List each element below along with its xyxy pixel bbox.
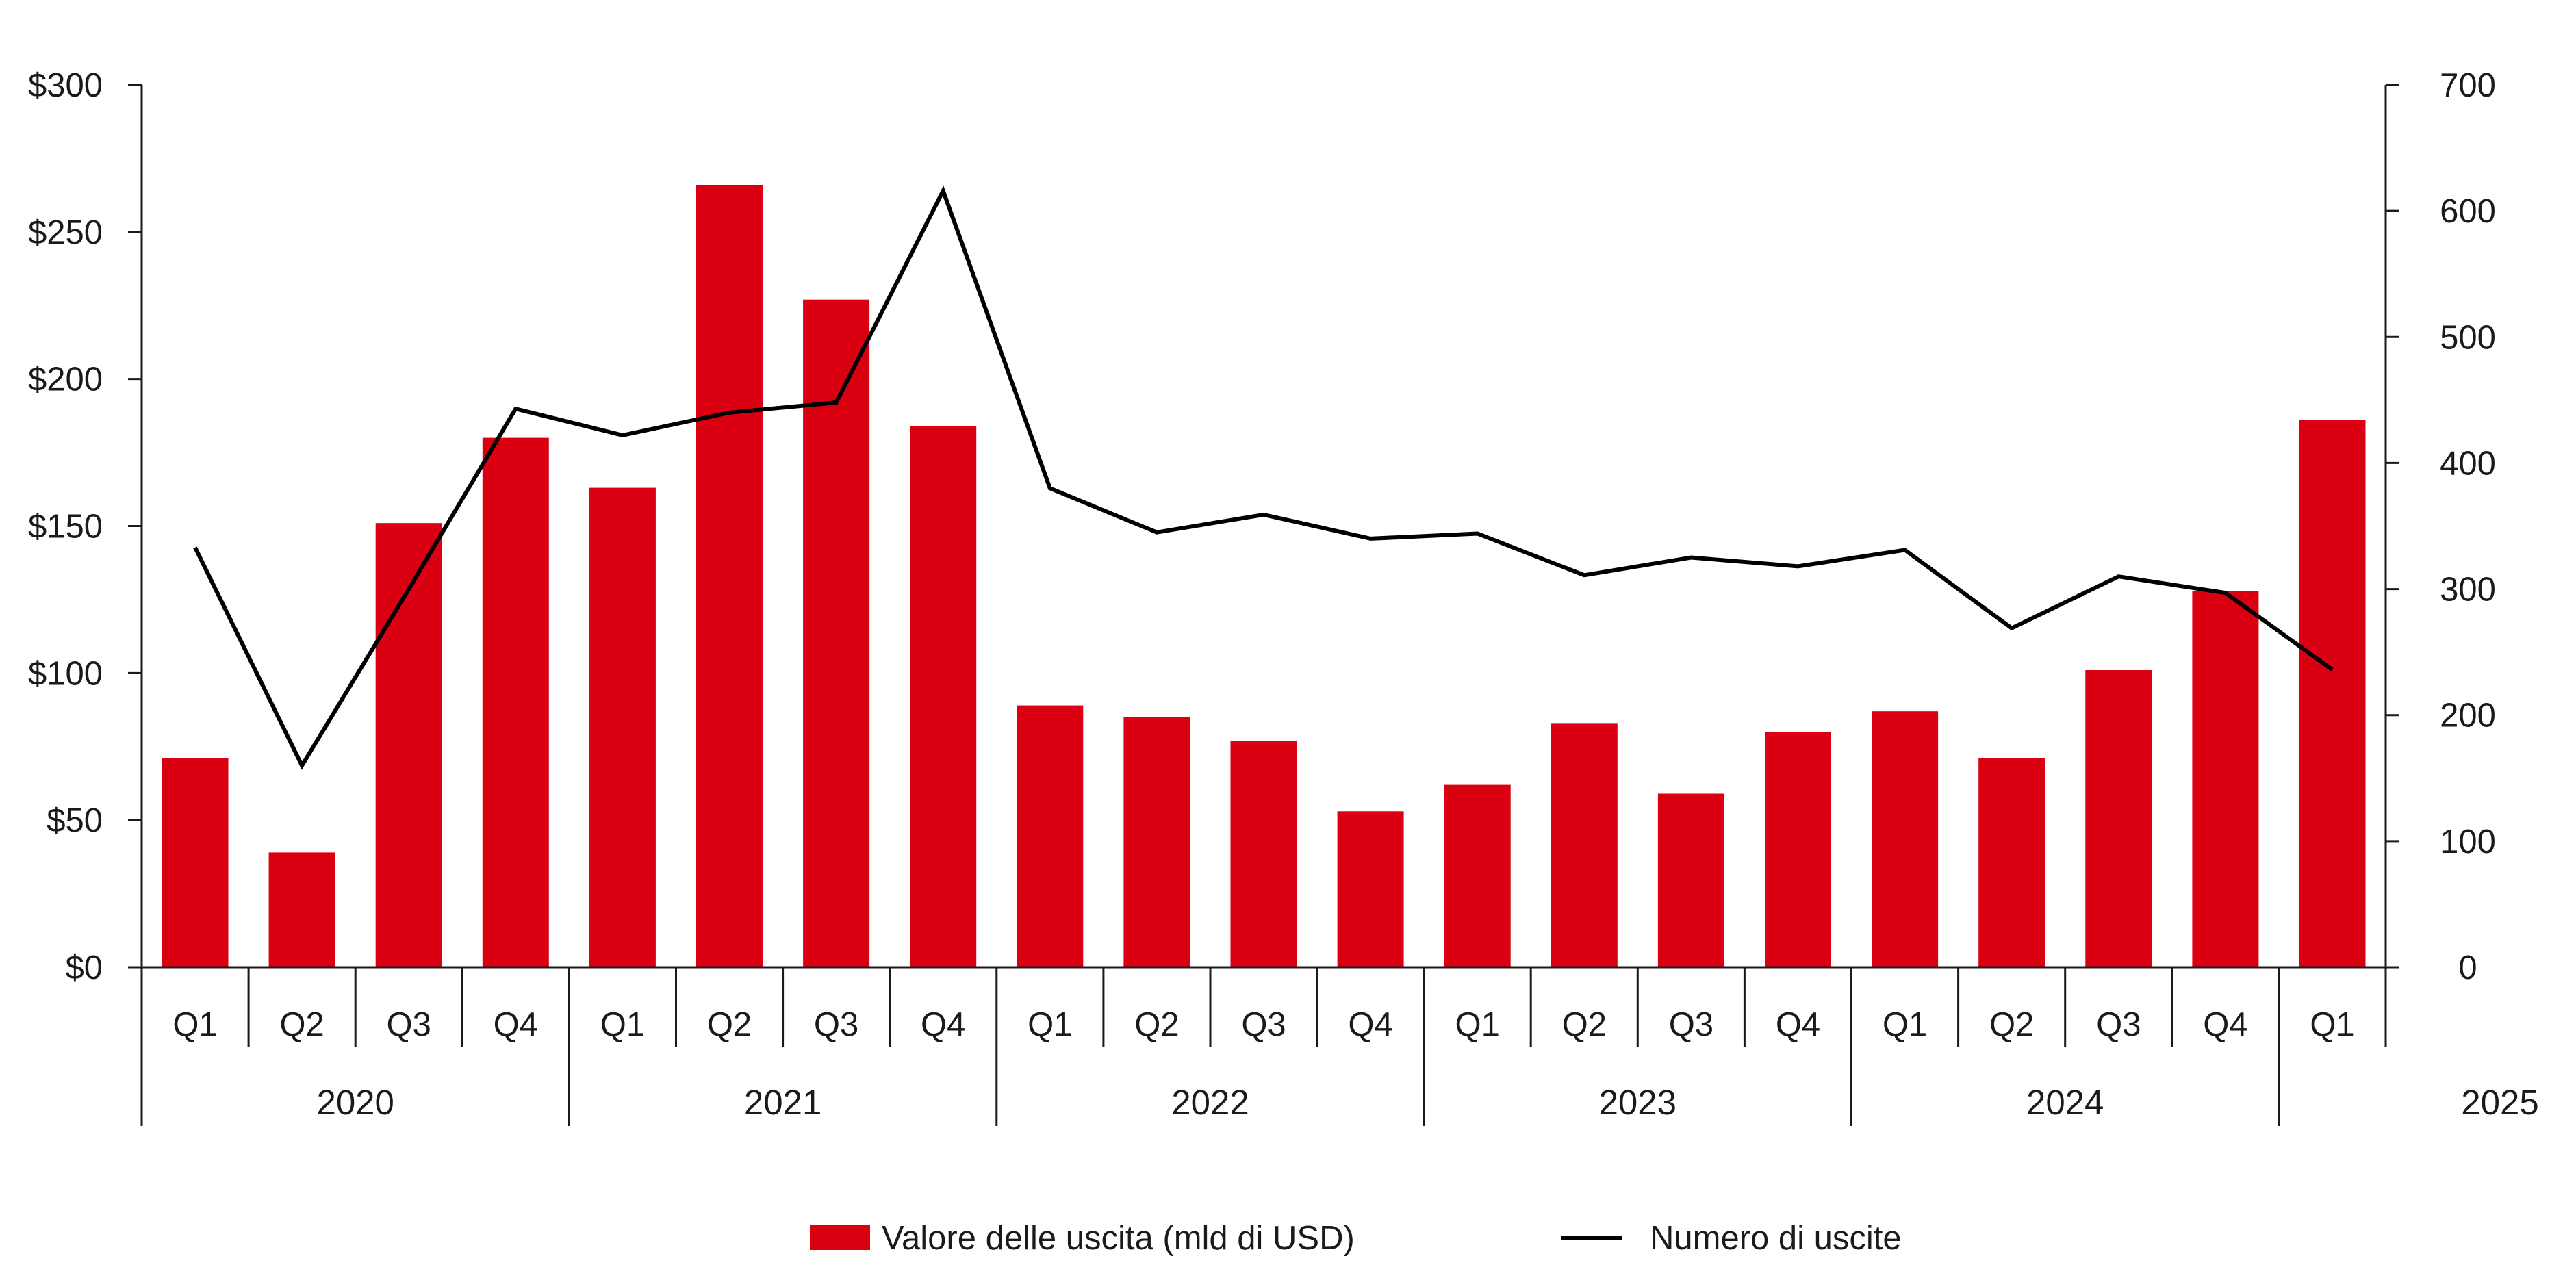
left-tick-label: $150 <box>28 509 103 546</box>
x-tick-label: Q1 <box>1028 1006 1072 1043</box>
bar-15 <box>1657 793 1724 967</box>
left-tick-label: $300 <box>28 67 103 104</box>
year-label: 2024 <box>2026 1083 2104 1122</box>
legend-line-label: Numero di uscite <box>1650 1220 1902 1257</box>
bar-1 <box>162 758 229 967</box>
x-tick-label: Q4 <box>1776 1006 1820 1043</box>
bar-19 <box>2085 670 2152 967</box>
right-tick-label: 600 <box>2440 193 2496 230</box>
left-tick-label: $50 <box>47 802 103 839</box>
right-tick-label: 300 <box>2440 572 2496 609</box>
x-tick-label: Q2 <box>707 1006 752 1043</box>
bar-10 <box>1123 717 1190 967</box>
bar-2 <box>268 852 335 967</box>
bar-5 <box>589 487 656 967</box>
right-tick-label: 400 <box>2440 445 2496 482</box>
bar-12 <box>1337 811 1404 967</box>
x-tick-label: Q3 <box>2096 1006 2141 1043</box>
x-axis-labels: Q1 Q2 Q3 Q4 Q1 Q2 Q3 Q4 Q1 Q2 Q3 Q4 Q1 Q2 Q3 Q4 Q1 Q2 Q3 Q4… <box>140 967 2539 1126</box>
x-tick-label: Q4 <box>2203 1006 2247 1043</box>
legend: Valore delle uscita (mld di USD) Numero … <box>810 1220 1902 1257</box>
x-tick-label: Q4 <box>921 1006 965 1043</box>
bar-14 <box>1551 723 1618 967</box>
left-tick-label: $250 <box>28 214 103 251</box>
x-tick-label: Q2 <box>1562 1006 1607 1043</box>
legend-bar-swatch <box>810 1225 870 1250</box>
x-tick-label: Q3 <box>814 1006 858 1043</box>
bar-4 <box>482 437 549 967</box>
right-tick-label: 500 <box>2440 319 2496 356</box>
axes: $0 $50 $100 $150 $200 $250 $300 0 100 200 300 400 50… <box>28 67 2496 986</box>
bar-11 <box>1230 741 1297 967</box>
x-tick-label: Q1 <box>2310 1006 2354 1043</box>
x-tick-label: Q3 <box>1669 1006 1713 1043</box>
x-tick-label: Q2 <box>279 1006 324 1043</box>
bar-20 <box>2192 591 2259 967</box>
bar-3 <box>375 523 442 967</box>
right-tick-label: 700 <box>2440 67 2496 104</box>
year-label: 2022 <box>1171 1083 1249 1122</box>
left-tick-label: $100 <box>28 655 103 692</box>
x-tick-label: Q1 <box>173 1006 217 1043</box>
x-tick-label: Q1 <box>1455 1006 1500 1043</box>
bar-7 <box>803 299 870 967</box>
bar-6 <box>696 185 763 968</box>
x-tick-label: Q4 <box>494 1006 538 1043</box>
x-tick-label: Q3 <box>1241 1006 1286 1043</box>
bar-9 <box>1017 705 1084 967</box>
x-tick-label: Q3 <box>387 1006 431 1043</box>
x-tick-label: Q4 <box>1348 1006 1392 1043</box>
x-tick-label: Q1 <box>1883 1006 1927 1043</box>
legend-bar-label: Valore delle uscita (mld di USD) <box>882 1220 1355 1257</box>
right-tick-label: 100 <box>2440 823 2496 860</box>
bar-16 <box>1765 732 1831 967</box>
left-tick-label: $0 <box>65 949 103 986</box>
x-tick-label: Q1 <box>600 1006 645 1043</box>
bar-series <box>162 185 2366 968</box>
x-tick-label: Q2 <box>1134 1006 1179 1043</box>
year-label: 2020 <box>316 1083 394 1122</box>
line-numero-di-uscite <box>193 185 2334 770</box>
line-series <box>193 185 2334 770</box>
bar-17 <box>1872 711 1939 967</box>
left-tick-label: $200 <box>28 361 103 398</box>
year-label: 2021 <box>744 1083 821 1122</box>
year-label: 2025 <box>2461 1083 2538 1122</box>
right-tick-label: 0 <box>2458 949 2477 986</box>
x-tick-label: Q2 <box>1989 1006 2034 1043</box>
right-tick-label: 200 <box>2440 697 2496 734</box>
bar-21 <box>2299 420 2366 967</box>
bar-18 <box>1978 758 2045 967</box>
year-label: 2023 <box>1599 1083 1676 1122</box>
bar-8 <box>910 426 977 967</box>
bar-13 <box>1444 784 1511 967</box>
